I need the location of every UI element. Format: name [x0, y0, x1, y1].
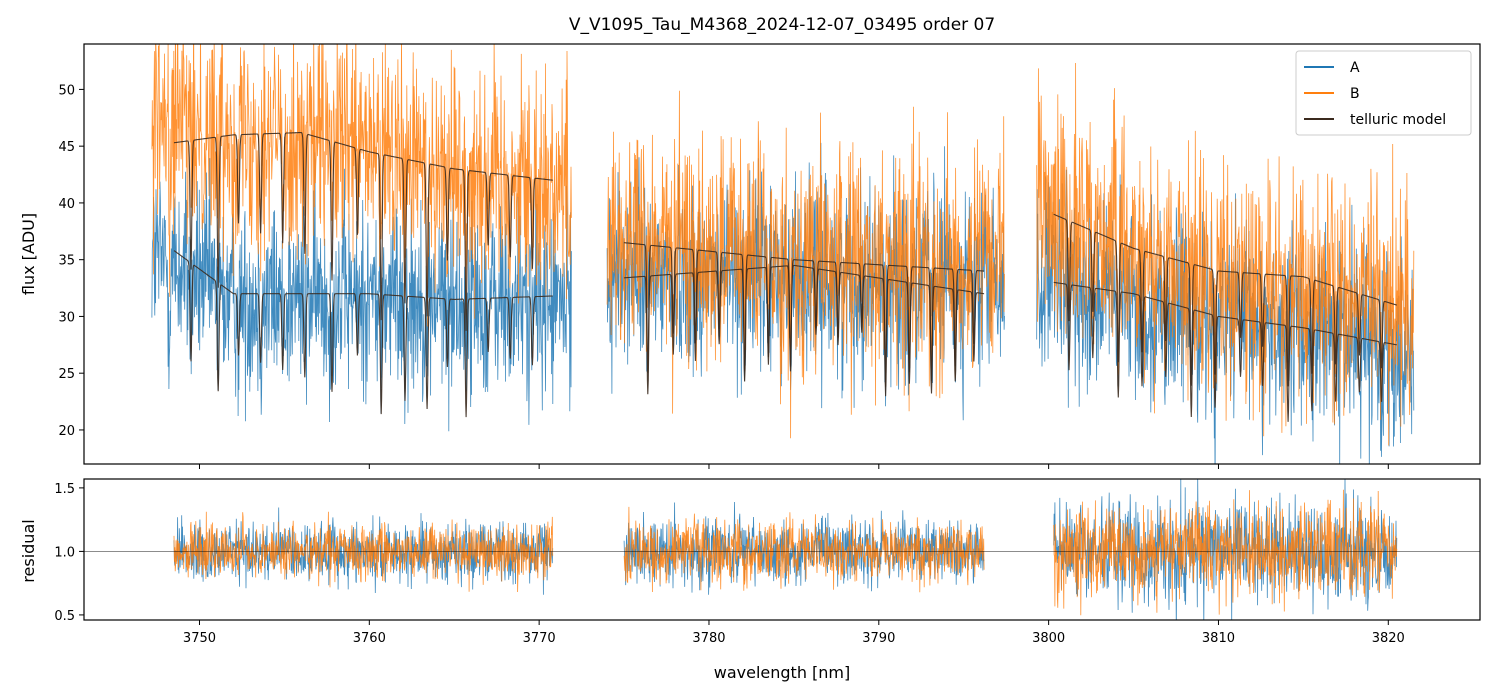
residual-axes-frame	[83, 478, 1481, 621]
telluric-model-a-segment-2	[624, 264, 985, 397]
residual-b-segment-3	[1053, 489, 1398, 616]
legend-label-telluric: telluric model	[1350, 112, 1446, 128]
x-tick-label: 3790	[862, 631, 895, 646]
y-tick-label: 45	[58, 140, 75, 155]
telluric-model-b-segment-1	[173, 132, 553, 331]
main-x-ticks	[198, 464, 1389, 469]
chart-title: V_V1095_Tau_M4368_2024-12-07_03495 order…	[569, 15, 995, 35]
y-tick-label: 40	[58, 197, 75, 212]
y-tick-label: 50	[58, 83, 75, 98]
main-axes-frame	[83, 43, 1481, 465]
telluric-model-a-segment-3	[1053, 281, 1397, 422]
residual-b-segment-1	[173, 511, 554, 593]
series-b-segment-1	[151, 44, 572, 327]
legend-box	[1295, 50, 1472, 136]
residual-b-segment-2	[623, 506, 985, 593]
legend-label-a: A	[1350, 60, 1360, 76]
residual-y-axis-label: residual	[19, 519, 38, 582]
y-tick-label: 25	[58, 367, 75, 382]
x-tick-label: 3780	[692, 631, 725, 646]
y-tick-label: 0.5	[54, 609, 75, 624]
legend-label-b: B	[1350, 86, 1360, 102]
residual-x-ticks: 3750 3760 3770 3780 3790 3800 3810 3820	[183, 620, 1405, 646]
residual-y-ticks: 0.5 1.0 1.5	[54, 482, 84, 624]
y-tick-label: 35	[58, 254, 75, 269]
legend: A B telluric model	[1295, 50, 1472, 136]
telluric-model-a-segment-1	[173, 250, 553, 418]
residual-data-layer	[84, 479, 1480, 620]
series-b-segment-2	[606, 90, 1005, 439]
series-b-segment-3	[1036, 62, 1415, 446]
telluric-model-b-segment-2	[623, 242, 985, 387]
main-y-axis-label: flux [ADU]	[19, 213, 38, 295]
x-tick-label: 3770	[523, 631, 556, 646]
x-tick-label: 3810	[1202, 631, 1235, 646]
telluric-model-b-segment-3	[1053, 213, 1397, 387]
x-tick-label: 3750	[183, 631, 216, 646]
main-y-ticks: 20 25 30 35 40 45 50	[58, 83, 84, 439]
series-a-segment-1	[151, 152, 572, 432]
y-tick-label: 30	[58, 310, 75, 325]
x-tick-label: 3800	[1032, 631, 1065, 646]
x-axis-label: wavelength [nm]	[714, 663, 851, 682]
x-tick-label: 3760	[353, 631, 386, 646]
x-tick-label: 3820	[1372, 631, 1405, 646]
main-data-layer	[151, 44, 1415, 464]
y-tick-label: 1.5	[54, 482, 75, 497]
residual-panel: 0.5 1.0 1.5 3750 3760 3770 3780 3790 3800 3810 38…	[19, 478, 1481, 682]
y-tick-label: 1.0	[54, 545, 75, 560]
y-tick-label: 20	[58, 424, 75, 439]
main-panel: 20 25 30 35 40 45 50 flux [ADU]	[19, 43, 1481, 469]
